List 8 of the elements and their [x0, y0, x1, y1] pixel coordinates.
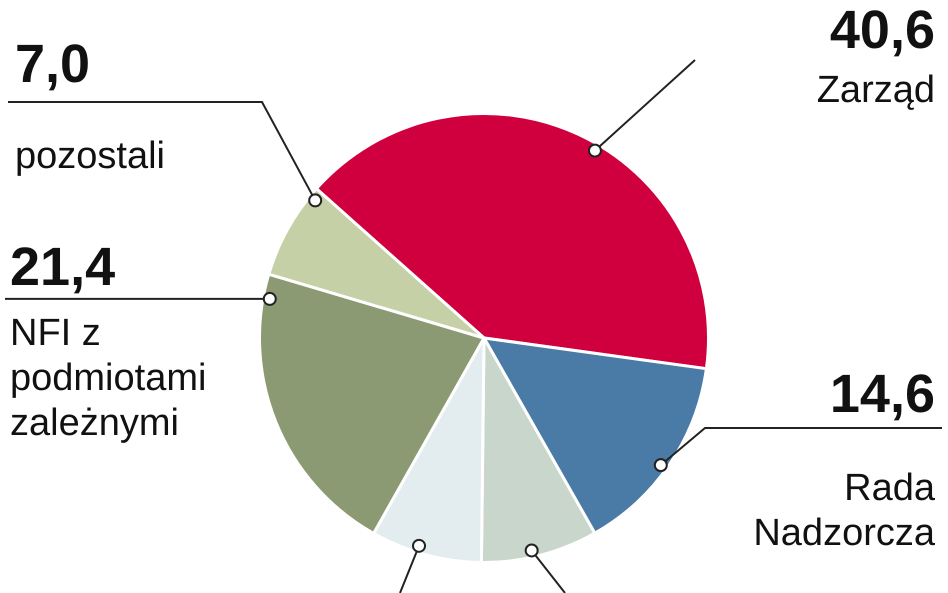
slice-label: Zarząd	[816, 69, 935, 111]
slice-label: pozostali	[15, 135, 165, 177]
data-label: 14,6	[830, 364, 935, 424]
data-label: 40,6	[830, 0, 935, 60]
data-label: 21,4	[10, 237, 116, 297]
data-label: 7,0	[15, 34, 90, 94]
slice-label: NFI z podmiotami zależnymi	[10, 312, 206, 444]
slice-label: Rada Nadzorcza	[753, 467, 936, 554]
